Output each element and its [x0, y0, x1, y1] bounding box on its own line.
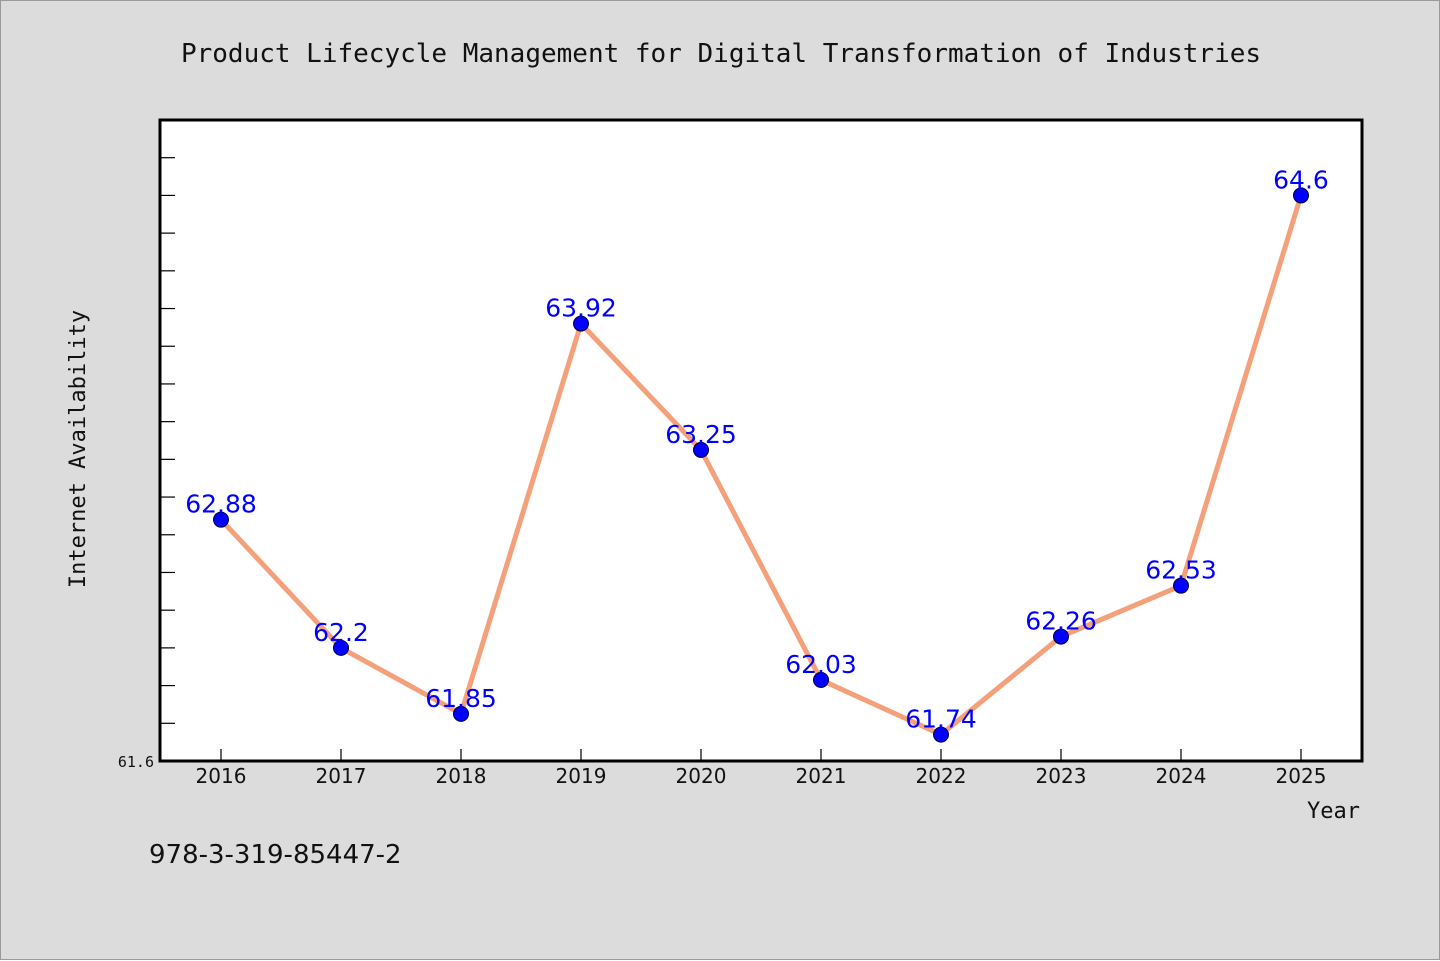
- data-label: 61.74: [905, 705, 977, 734]
- data-label: 62.2: [313, 618, 369, 647]
- data-point: [1053, 628, 1069, 645]
- x-tick-label: 2025: [1276, 764, 1327, 788]
- x-tick-label: 2022: [916, 764, 967, 788]
- isbn-label: 978-3-319-85447-2: [149, 840, 402, 870]
- data-label: 63.25: [665, 420, 737, 449]
- data-labels: 62.88 62.2 61.85 63.92 63.25 62.03 61.74 62.26 6…: [185, 165, 1329, 733]
- series-polyline: [218, 192, 1304, 738]
- data-label: 62.88: [185, 490, 257, 519]
- chart-title: Product Lifecycle Management for Digital…: [181, 39, 1261, 69]
- x-tick-label: 2021: [796, 764, 847, 788]
- data-point: [813, 671, 829, 688]
- x-axis-label: Year: [1307, 799, 1360, 824]
- plot-area: [158, 118, 1364, 763]
- x-tick-label: 2023: [1036, 764, 1087, 788]
- x-tick-label: 2018: [436, 764, 487, 788]
- data-point: [693, 441, 709, 458]
- x-tick-label: 2017: [316, 764, 367, 788]
- x-tick-label: 2016: [196, 764, 247, 788]
- y-axis-label: Internet Availability: [66, 310, 91, 588]
- y-axis-min-label: 61.6: [118, 753, 154, 771]
- data-point: [453, 705, 469, 722]
- data-label: 63.92: [545, 294, 617, 323]
- data-label: 64.6: [1273, 165, 1329, 194]
- data-point: [1173, 577, 1189, 594]
- data-point: [573, 315, 589, 332]
- data-label: 62.53: [1145, 556, 1217, 585]
- y-axis-ticks: [160, 157, 175, 724]
- data-point: [213, 511, 229, 528]
- x-tick-label: 2024: [1156, 764, 1207, 788]
- series-markers: [213, 187, 1309, 743]
- data-point: [333, 639, 349, 656]
- x-tick-labels: 2016 2017 2018 2019 2020 2021 2022 2023 2024 2025: [196, 764, 1327, 788]
- x-tick-label: 2020: [676, 764, 727, 788]
- data-point: [1293, 187, 1309, 204]
- x-tick-label: 2019: [556, 764, 607, 788]
- x-axis-ticks: [220, 749, 1302, 761]
- series-line: [218, 192, 1304, 738]
- data-point: [933, 726, 949, 743]
- data-label: 61.85: [425, 684, 497, 713]
- data-label: 62.26: [1025, 607, 1097, 636]
- data-label: 62.03: [785, 650, 857, 679]
